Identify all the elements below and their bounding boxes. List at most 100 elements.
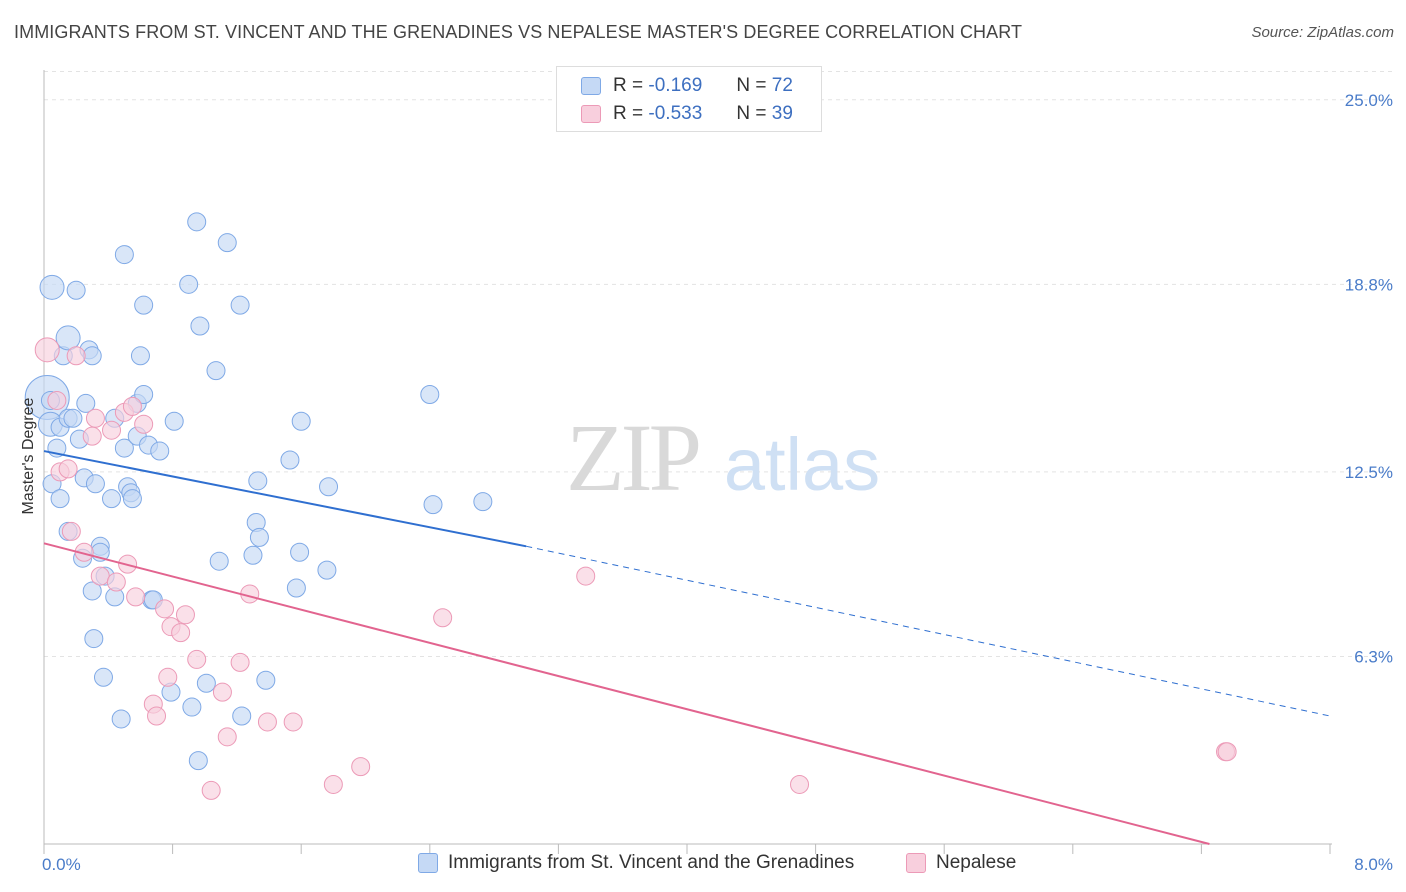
watermark: ZIP atlas [566, 404, 880, 511]
point-immigrants [319, 477, 339, 497]
point-immigrants [196, 673, 216, 693]
point-immigrants [134, 384, 154, 404]
point-immigrants [188, 751, 208, 771]
point-nepalese [257, 712, 277, 732]
stats-legend: R = -0.169 N = 72 R = -0.533 N = 39 [556, 66, 822, 132]
point-immigrants [39, 274, 65, 300]
point-nepalese [175, 605, 195, 625]
point-nepalese [134, 414, 154, 434]
point-immigrants [249, 527, 269, 547]
point-immigrants [84, 629, 104, 649]
r-value: -0.169 [648, 75, 703, 96]
point-nepalese [66, 346, 86, 366]
point-nepalese [217, 727, 237, 747]
point-immigrants [286, 578, 306, 598]
point-immigrants [230, 295, 250, 315]
n-label: N = [736, 103, 767, 124]
point-immigrants [209, 551, 229, 571]
point-nepalese [171, 623, 191, 643]
point-nepalese [82, 426, 102, 446]
n-value: 39 [771, 103, 793, 124]
point-immigrants [55, 325, 81, 351]
point-immigrants [76, 393, 96, 413]
point-immigrants [243, 545, 263, 565]
point-immigrants [256, 670, 276, 690]
point-immigrants [63, 408, 83, 428]
legend-row-immigrants: R = -0.169 N = 72 [581, 73, 793, 99]
point-immigrants [150, 441, 170, 461]
point-immigrants [420, 384, 440, 404]
point-nepalese [58, 459, 78, 479]
point-nepalese [85, 408, 105, 428]
r-value: -0.533 [648, 103, 703, 124]
axes: 6.3% 12.5% 18.8% 25.0% 0.0% 8.0% [42, 70, 1393, 874]
point-nepalese [61, 521, 81, 541]
legend-row-nepalese: R = -0.533 N = 39 [581, 101, 793, 127]
point-immigrants [473, 492, 493, 512]
point-immigrants [164, 411, 184, 431]
point-nepalese [576, 566, 596, 586]
point-immigrants [66, 280, 86, 300]
legend-label: Nepalese [936, 852, 1017, 873]
y-axis-label: Master's Degree [20, 397, 37, 514]
point-immigrants [85, 474, 105, 494]
y-tick-label: 18.8% [1345, 275, 1393, 294]
point-immigrants [187, 212, 207, 232]
point-immigrants [217, 233, 237, 253]
point-nepalese [90, 566, 110, 586]
point-nepalese [212, 682, 232, 702]
point-immigrants [130, 346, 150, 366]
point-nepalese [283, 712, 303, 732]
r-label: R = [613, 103, 644, 124]
point-nepalese [230, 652, 250, 672]
blue-swatch [418, 853, 438, 873]
point-nepalese [201, 780, 221, 800]
point-nepalese [155, 599, 175, 619]
pink-swatch [906, 853, 926, 873]
point-immigrants [82, 346, 102, 366]
point-immigrants [291, 411, 311, 431]
point-immigrants [317, 560, 337, 580]
trend-lines [43, 450, 1331, 845]
point-immigrants [122, 489, 142, 509]
point-immigrants [206, 361, 226, 381]
point-immigrants [182, 697, 202, 717]
point-immigrants [82, 581, 102, 601]
y-tick-label: 25.0% [1345, 91, 1393, 110]
y-tick-label: 12.5% [1345, 463, 1393, 482]
n-label: N = [736, 75, 767, 96]
watermark-atlas: atlas [724, 423, 880, 506]
blue-swatch [581, 77, 601, 95]
r-label: R = [613, 75, 644, 96]
x-tick-label: 0.0% [42, 855, 81, 874]
point-immigrants [93, 667, 113, 687]
point-immigrants [50, 489, 70, 509]
bottom-legend: Immigrants from St. Vincent and the Gren… [0, 852, 1406, 876]
point-immigrants [114, 438, 134, 458]
point-immigrants [248, 471, 268, 491]
point-nepalese [122, 396, 142, 416]
point-immigrants [290, 542, 310, 562]
y-tick-label: 6.3% [1354, 647, 1393, 666]
point-nepalese [433, 608, 453, 628]
point-nepalese [47, 390, 67, 410]
point-immigrants [134, 295, 154, 315]
point-immigrants [232, 706, 252, 726]
legend-item-immigrants[interactable]: Immigrants from St. Vincent and the Gren… [418, 852, 854, 874]
trend-line-immigrants-extension [526, 545, 1331, 717]
trend-line-immigrants [43, 450, 527, 548]
gridlines [44, 70, 1392, 657]
point-immigrants [280, 450, 300, 470]
source-label: Source: ZipAtlas.com [1251, 24, 1394, 41]
pink-swatch [581, 105, 601, 123]
point-immigrants [423, 495, 443, 515]
point-nepalese [187, 649, 207, 669]
point-immigrants [102, 489, 122, 509]
trend-line-nepalese [43, 542, 1210, 845]
point-nepalese [106, 572, 126, 592]
data-points [24, 212, 1237, 800]
legend-label: Immigrants from St. Vincent and the Gren… [448, 852, 855, 873]
legend-item-nepalese[interactable]: Nepalese [906, 852, 1016, 874]
point-nepalese [34, 337, 60, 363]
